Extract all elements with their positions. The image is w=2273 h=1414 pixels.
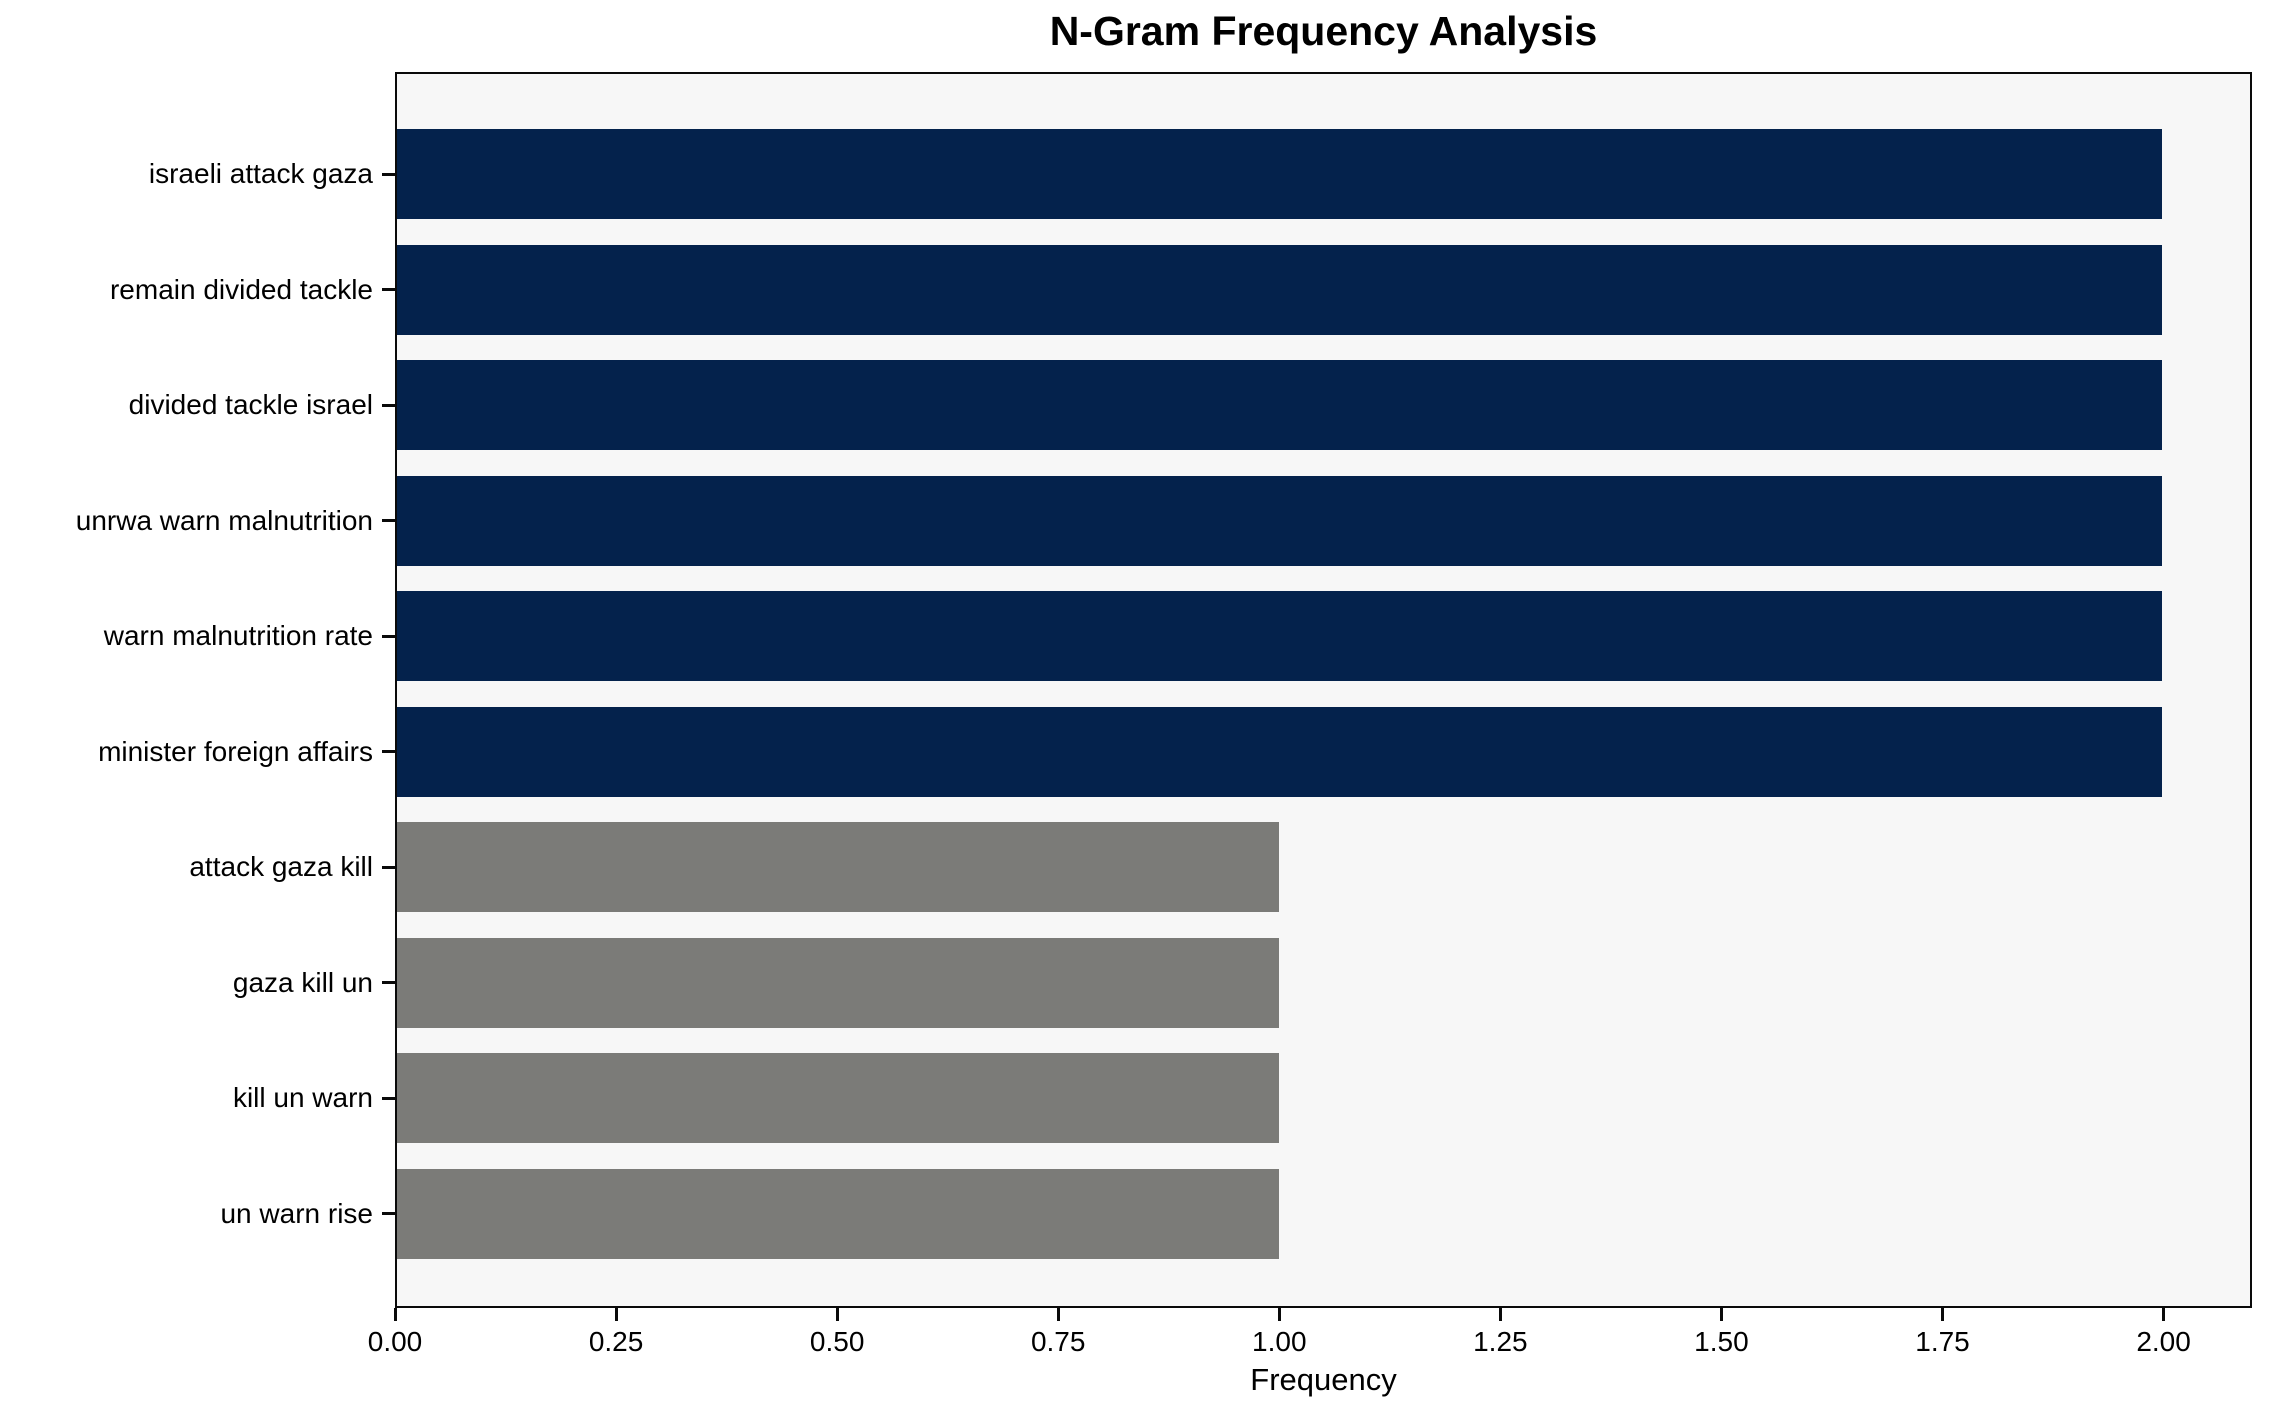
x-tick-label: 1.25 (1473, 1326, 1528, 1357)
x-tick-mark (1056, 1308, 1060, 1321)
y-tick-mark (382, 981, 395, 984)
x-tick-mark (614, 1308, 618, 1321)
y-tick-label: un warn rise (220, 1197, 373, 1229)
y-tick-mark (382, 865, 395, 869)
x-tick-label: 2.00 (2136, 1326, 2191, 1357)
x-tick-mark (1498, 1308, 1502, 1321)
x-axis-label: Frequency (1250, 1362, 1397, 1397)
x-tick-label: 0.25 (588, 1326, 644, 1357)
x-tick-label: 0.50 (809, 1326, 865, 1357)
bar (397, 591, 2162, 681)
bar (397, 1168, 1280, 1259)
y-tick-label: israeli attack gaza (148, 158, 373, 189)
x-tick-label: 0.75 (1030, 1326, 1086, 1357)
x-tick-label: 0.00 (367, 1326, 423, 1357)
y-tick-label: attack gaza kill (189, 851, 373, 882)
y-tick-label: gaza kill un (232, 966, 373, 998)
y-tick-mark (382, 519, 395, 522)
x-tick-label: 1.75 (1915, 1326, 1970, 1357)
y-tick-label: kill un warn (232, 1082, 373, 1113)
bar (397, 244, 2162, 335)
y-tick-mark (382, 288, 395, 291)
y-tick-mark (382, 172, 395, 176)
x-tick-mark (2162, 1308, 2166, 1321)
bar (397, 937, 1280, 1028)
y-tick-mark (382, 634, 395, 638)
bar (397, 129, 2162, 219)
x-tick-mark (1941, 1308, 1944, 1321)
y-tick-label: minister foreign affairs (98, 735, 373, 767)
x-tick-mark (393, 1308, 397, 1321)
y-tick-label: divided tackle israel (128, 389, 373, 420)
y-tick-label: warn malnutrition rate (103, 620, 373, 651)
y-tick-mark (382, 403, 395, 407)
y-tick-label: remain divided tackle (109, 273, 373, 305)
x-tick-mark (1277, 1308, 1281, 1321)
y-tick-mark (382, 750, 395, 753)
x-tick-mark (835, 1308, 839, 1321)
bar (397, 475, 2162, 566)
bar (397, 360, 2162, 450)
y-tick-label: unrwa warn malnutrition (75, 504, 373, 536)
plot-area (395, 72, 2252, 1308)
bar (397, 706, 2162, 797)
bar (397, 822, 1280, 912)
y-tick-mark (382, 1096, 395, 1100)
x-tick-mark (1719, 1308, 1723, 1321)
x-tick-label: 1.50 (1694, 1326, 1749, 1357)
chart-title: N-Gram Frequency Analysis (1049, 8, 1598, 54)
y-tick-mark (382, 1212, 395, 1215)
x-tick-label: 1.00 (1252, 1326, 1307, 1357)
bar (397, 1053, 1280, 1143)
